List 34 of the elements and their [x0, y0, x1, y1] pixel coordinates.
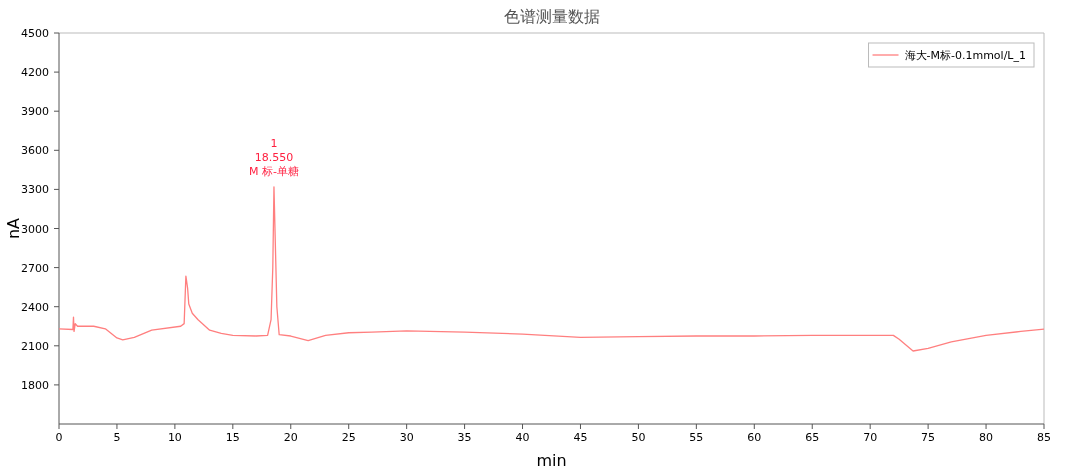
x-tick-label: 0 [55, 431, 63, 444]
x-tick-label: 10 [167, 431, 182, 444]
y-tick-label: 2700 [21, 261, 49, 275]
y-tick-label: 3000 [21, 222, 49, 236]
annotation: 1 18.550 M 标-单糖 [248, 136, 299, 178]
y-tick-label: 2400 [21, 300, 49, 314]
x-tick-label: 20 [283, 431, 298, 444]
y-tick-label: 2100 [21, 339, 49, 353]
x-tick-label: 40 [515, 431, 530, 444]
y-axis-title: nA [4, 217, 23, 240]
x-tick-label: 50 [631, 431, 646, 444]
x-tick-label: 65 [805, 431, 820, 444]
x-tick-label: 5 [113, 431, 121, 444]
x-tick-label: 55 [689, 431, 704, 444]
x-tick-label: 80 [979, 431, 994, 444]
x-tick-label: 85 [1037, 431, 1051, 444]
y-tick-label: 3900 [21, 105, 49, 119]
x-tick-label: 15 [225, 431, 240, 444]
y-tick-label: 3600 [21, 144, 49, 158]
y-tick-label: 4200 [21, 66, 49, 80]
line-series [58, 186, 1045, 352]
chart-title: 色谱测量数据 [503, 7, 600, 26]
x-tick-label: 35 [457, 431, 472, 444]
x-tick-label: 75 [921, 431, 936, 444]
x-tick-label: 25 [341, 431, 356, 444]
y-tick-label: 1800 [21, 378, 49, 392]
legend-label: 海大-M标-0.1mmol/L_1 [904, 49, 1026, 62]
x-tick-label: 70 [863, 431, 878, 444]
x-tick-label: 60 [747, 431, 762, 444]
x-tick-label: 30 [399, 431, 414, 444]
y-tick-label: 3300 [21, 183, 49, 197]
x-axis-title: min [536, 451, 567, 470]
y-tick-label: 4500 [21, 27, 49, 40]
x-tick-label: 45 [573, 431, 588, 444]
